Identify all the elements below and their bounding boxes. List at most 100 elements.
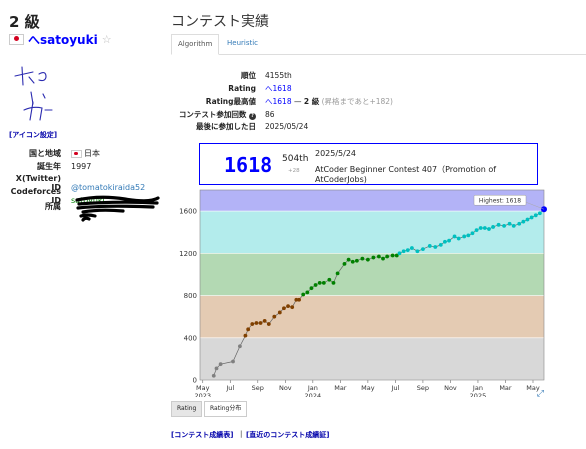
latest-contest-name[interactable]: AtCoder Beginner Contest 407（Promotion o…: [315, 165, 497, 184]
rating-point: [405, 248, 410, 253]
recent-contest-certificate-link[interactable]: [直近のコンテスト成績証]: [246, 431, 330, 439]
rating-point: [470, 231, 475, 236]
rating-point: [496, 222, 501, 227]
rating-point: [321, 280, 326, 285]
summary-last-row: 最後に参加した日 2025/05/24: [168, 121, 428, 132]
expand-icon[interactable]: ⤢: [536, 389, 544, 397]
x-tick-label: May: [526, 384, 540, 392]
tab-algorithm[interactable]: Algorithm: [171, 34, 220, 55]
rating-point: [456, 236, 461, 241]
rating-point: [517, 221, 522, 226]
rating-band: [200, 295, 544, 338]
x-tick-label: Nov: [279, 384, 292, 392]
rating-band: [200, 337, 544, 380]
link-separator: |: [240, 430, 243, 438]
rating-point: [301, 292, 306, 297]
rating-point: [487, 227, 491, 231]
affiliation-redaction: [75, 195, 160, 222]
x-tick-label: May: [361, 384, 375, 392]
profile-row: Codeforces ID satoyuki: [9, 187, 209, 205]
latest-rating: 1618: [224, 153, 273, 177]
rating-point: [365, 257, 370, 262]
highest-label-box: [473, 194, 527, 206]
rating-point: [438, 242, 443, 247]
y-tick-label: 800: [184, 292, 197, 300]
rating-point: [401, 249, 406, 254]
summary-value: へ1618: [265, 97, 292, 106]
rating-point: [238, 344, 242, 349]
rating-point: [305, 290, 310, 295]
rating-point: [246, 327, 251, 332]
rating-distribution-button[interactable]: Rating分布: [204, 401, 248, 417]
rating-point: [286, 304, 290, 309]
tab-bar: Algorithm Heuristic: [171, 34, 586, 55]
rating-point: [390, 253, 395, 258]
rating-point: [385, 254, 390, 259]
summary-value: へ1618: [265, 84, 292, 93]
rating-point: [214, 366, 219, 371]
x-tick-year: 2024: [305, 392, 322, 397]
rating-band: [200, 190, 544, 212]
rating-point: [335, 271, 340, 276]
summary-value: 2025/05/24: [265, 122, 309, 131]
rating-point: [266, 322, 271, 326]
rating-band: [200, 253, 544, 296]
user-kyu: 2 級: [9, 13, 40, 31]
summary-value: 4155th: [265, 71, 292, 80]
rating-point: [525, 217, 530, 222]
rating-point: [272, 314, 277, 319]
username-text: satoyuki: [40, 32, 98, 47]
rating-point: [282, 306, 286, 311]
rating-point: [381, 256, 385, 261]
rating-point: [313, 283, 318, 287]
y-tick-label: 0: [193, 377, 197, 385]
summary-label: 最後に参加した日: [196, 122, 256, 131]
rating-point: [309, 286, 314, 291]
summary-rank-row: 順位 4155th: [168, 70, 428, 81]
favorite-star-icon[interactable]: ☆: [101, 32, 112, 46]
promotion-note: (昇格まであと+182): [321, 97, 393, 106]
x-tick-label: Jul: [390, 384, 399, 392]
profile-value[interactable]: @tomatokiraida52: [71, 183, 146, 192]
x-tick-label: Jan: [307, 384, 318, 392]
rating-point: [397, 251, 402, 256]
rating-point: [447, 238, 451, 243]
rating-point: [218, 362, 223, 367]
rating-point: [537, 211, 542, 216]
rating-point: [243, 333, 248, 338]
x-tick-label: Jan: [472, 384, 483, 392]
rating-point: [250, 322, 255, 326]
summary-rating-row: Rating へ1618: [168, 83, 428, 94]
profile-row: 所属: [9, 201, 209, 212]
help-icon[interactable]: ?: [249, 113, 256, 120]
x-tick-label: Sep: [252, 384, 264, 392]
summary-label: Rating最高値: [205, 97, 256, 106]
plot-frame: [199, 189, 545, 381]
summary-value: 86: [265, 110, 275, 119]
rating-point: [421, 247, 425, 252]
contest-results-link[interactable]: [コンテスト成績表]: [171, 431, 234, 439]
profile-label: 誕生年: [37, 162, 61, 171]
rating-point: [231, 359, 235, 364]
rating-point: [507, 221, 512, 226]
profile-row: 誕生年 1997: [9, 161, 209, 172]
user-avatar: [14, 66, 53, 121]
rating-point: [415, 249, 420, 254]
rating-point: [371, 255, 376, 260]
profile-value[interactable]: satoyuki: [71, 196, 105, 205]
rating-point: [482, 226, 487, 230]
rating-point: [346, 257, 351, 262]
y-tick-label: 1200: [179, 250, 197, 258]
rating-point: [354, 258, 359, 263]
profile-row: X(Twitter) ID @tomatokiraida52: [9, 174, 209, 192]
rating-point: [290, 305, 295, 310]
profile-label: Codeforces ID: [10, 187, 61, 205]
tab-heuristic[interactable]: Heuristic: [227, 39, 259, 47]
icon-setting-link[interactable]: [アイコン設定]: [9, 131, 58, 139]
x-tick-label: Sep: [417, 384, 429, 392]
rating-point: [443, 239, 447, 244]
username-link[interactable]: へsatoyuki: [28, 31, 98, 48]
rating-chart-button[interactable]: Rating: [171, 401, 203, 417]
rating-point: [262, 318, 267, 323]
